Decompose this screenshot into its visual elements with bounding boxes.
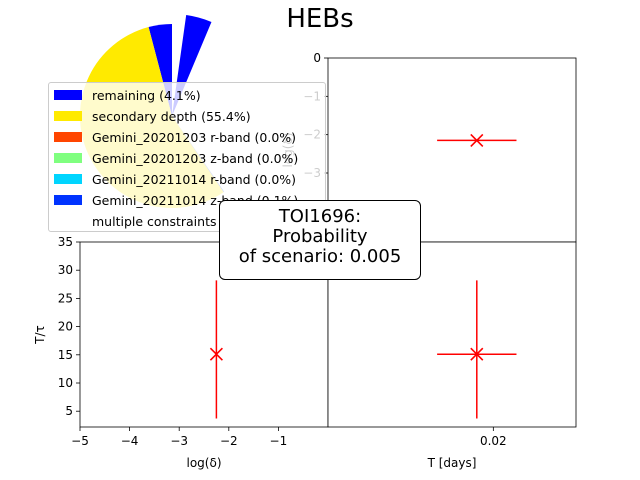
x-tick-label: 0.02 [480,434,507,448]
y-tick-label: 10 [58,376,73,390]
legend-label: multiple constraints [92,213,217,229]
legend-label: remaining (4.1%) [92,87,201,103]
scenario-line: TOI1696: [278,206,362,227]
y-tick-label: 5 [65,404,73,418]
legend-swatch [54,174,82,184]
legend-swatch [54,153,82,163]
legend-item: secondary depth (55.4%) [54,108,251,124]
y-tick-label: 30 [58,263,73,277]
y-tick-label: 0 [313,51,321,65]
y-tick-label: 35 [58,235,73,249]
scenario-probability-box: TOI1696: Probability of scenario: 0.005 [219,200,421,280]
legend-label: secondary depth (55.4%) [92,108,251,124]
legend-item: Gemini_20201203 r-band (0.0%) [54,129,296,145]
y-axis-label: T/τ [33,325,47,345]
legend-swatch [54,195,82,205]
x-tick-label: −2 [220,434,238,448]
legend-label: Gemini_20201203 r-band (0.0%) [92,129,297,145]
x-axis-label: T [days] [427,456,477,470]
x-tick-label: −1 [270,434,288,448]
legend-swatch [54,90,82,100]
legend-swatch [54,132,82,142]
legend-label: Gemini_20201203 z-band (0.0%) [92,150,299,166]
x-tick-label: −3 [170,434,188,448]
legend-swatch [54,111,82,121]
legend-item: remaining (4.1%) [54,87,201,103]
y-tick-label: 15 [58,348,73,362]
panel-frame [327,241,577,428]
legend-label: Gemini_20211014 r-band (0.0%) [92,171,297,187]
x-axis-label: log(δ) [187,456,222,470]
legend-item: Gemini_20211014 r-band (0.0%) [54,171,296,187]
y-tick-label: 20 [58,320,73,334]
scenario-line: Probability [272,226,368,247]
legend-item: Gemini_20201203 z-band (0.0%) [54,150,298,166]
data-point-marker [209,347,223,361]
data-point-marker [470,133,484,147]
data-point-marker [470,347,484,361]
legend-swatch [54,216,82,226]
scenario-line: of scenario: 0.005 [238,246,402,267]
x-tick-label: −5 [71,434,89,448]
legend-item: multiple constraints [54,213,216,229]
figure-title: HEBs [286,4,354,34]
x-tick-label: −4 [121,434,139,448]
y-tick-label: 25 [58,291,73,305]
